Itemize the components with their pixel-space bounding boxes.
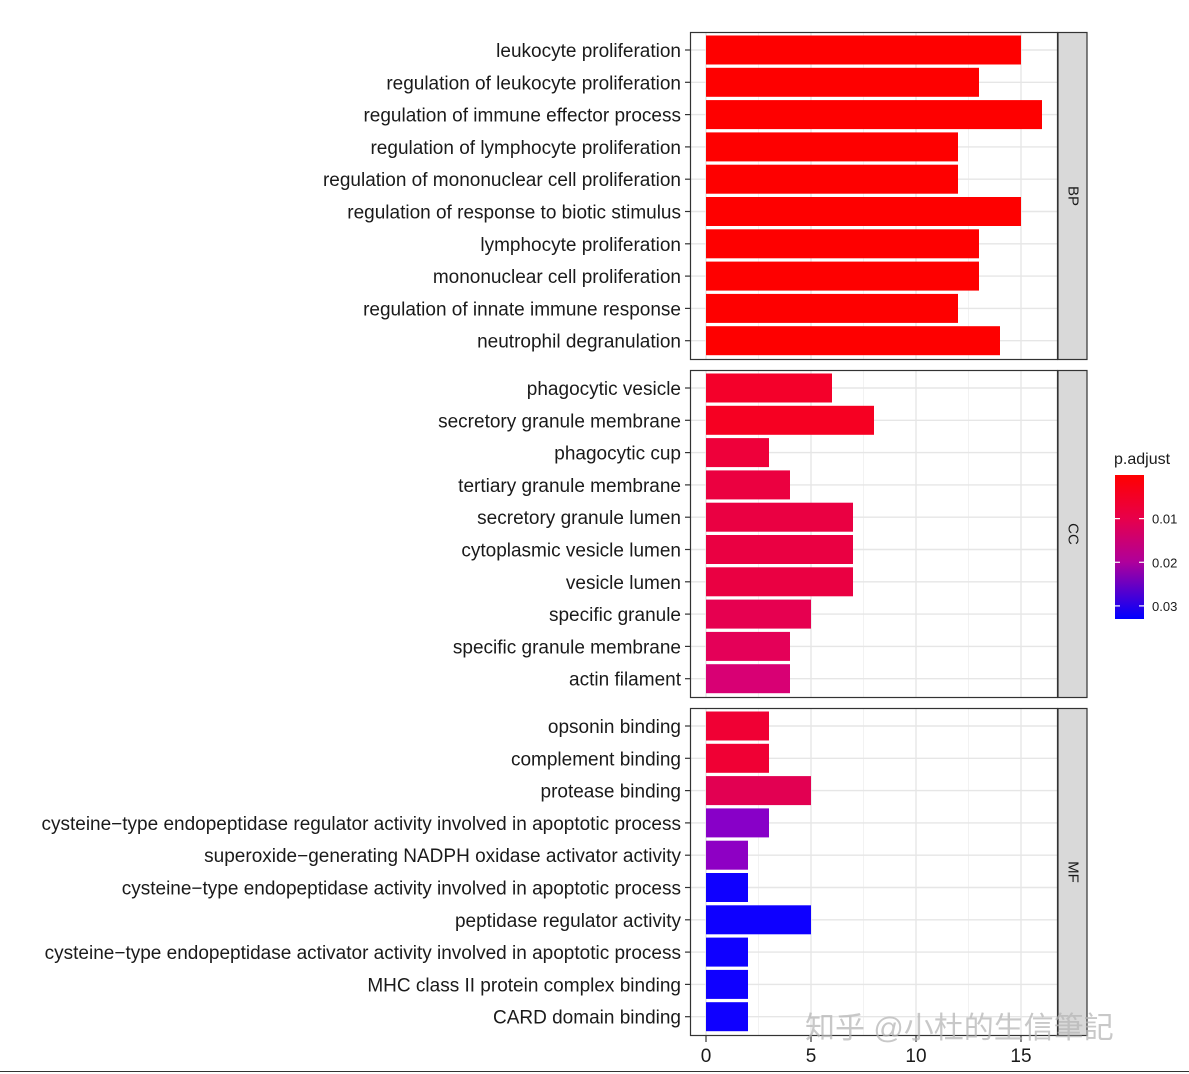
facet-panel-bp: leukocyte proliferation regulation of leu… xyxy=(323,31,1088,361)
category-label: regulation of immune effector process xyxy=(363,106,681,127)
bar xyxy=(706,293,958,323)
facet-strip-label: CC xyxy=(1065,523,1082,545)
bar xyxy=(706,132,958,162)
bar xyxy=(706,164,958,194)
bar xyxy=(706,840,748,870)
bar xyxy=(706,1002,748,1032)
x-tick-label: 0 xyxy=(701,1046,712,1067)
bar xyxy=(706,438,769,468)
category-label: leukocyte proliferation xyxy=(496,41,681,62)
category-label: mononuclear cell proliferation xyxy=(433,267,681,288)
bar xyxy=(706,229,979,259)
category-label: cytoplasmic vesicle lumen xyxy=(461,541,681,562)
bar xyxy=(706,373,832,403)
bar xyxy=(706,808,769,838)
category-label: specific granule membrane xyxy=(453,637,681,658)
bar xyxy=(706,261,979,291)
legend-tick-label: 0.02 xyxy=(1152,555,1177,570)
legend-ticks: 0.01 0.02 0.03 xyxy=(1115,512,1177,614)
color-legend: p.adjust 0.01 0.02 0.03 xyxy=(1114,451,1177,619)
bar xyxy=(706,405,874,435)
legend-title: p.adjust xyxy=(1114,451,1171,468)
bar xyxy=(706,599,811,629)
bar xyxy=(706,937,748,967)
bar xyxy=(706,905,811,935)
bar xyxy=(706,67,979,97)
category-label: regulation of innate immune response xyxy=(363,299,681,320)
category-label: tertiary granule membrane xyxy=(458,476,681,497)
category-label: secretory granule membrane xyxy=(438,411,681,432)
category-label: vesicle lumen xyxy=(566,573,681,594)
category-label: regulation of mononuclear cell prolifera… xyxy=(323,170,681,191)
facet-panel-mf: opsonin binding complement binding proteas… xyxy=(41,707,1088,1037)
category-label: neutrophil degranulation xyxy=(477,332,681,353)
bar xyxy=(706,35,1021,65)
x-tick-label: 15 xyxy=(1010,1046,1031,1067)
bar xyxy=(706,631,790,661)
category-label: actin filament xyxy=(569,670,682,691)
legend-tick-label: 0.01 xyxy=(1152,512,1177,527)
facet-strip xyxy=(1057,369,1088,699)
bar xyxy=(706,969,748,999)
bar xyxy=(706,100,1042,130)
facet-panels: leukocyte proliferation regulation of leu… xyxy=(41,31,1088,1037)
category-label: secretory granule lumen xyxy=(477,508,681,529)
facet-strip xyxy=(1057,31,1088,361)
category-label: phagocytic vesicle xyxy=(527,379,681,400)
category-label: opsonin binding xyxy=(548,717,681,738)
bar xyxy=(706,711,769,741)
bar xyxy=(706,535,853,564)
legend-tick-label: 0.03 xyxy=(1152,599,1177,614)
category-label: superoxide−generating NADPH oxidase acti… xyxy=(204,846,681,867)
category-label: cysteine−type endopeptidase regulator ac… xyxy=(41,814,681,835)
facet-strip-label: MF xyxy=(1065,861,1082,883)
category-label: regulation of response to biotic stimulu… xyxy=(347,203,681,224)
watermark: 知乎 @小杜的生信筆記 xyxy=(805,1012,1114,1045)
category-label: lymphocyte proliferation xyxy=(480,235,681,256)
bar xyxy=(706,664,790,694)
facet-panel-cc: phagocytic vesicle secretory granule memb… xyxy=(438,369,1088,699)
bar xyxy=(706,326,1000,356)
bar xyxy=(706,197,1021,226)
bar xyxy=(706,776,811,806)
bar xyxy=(706,567,853,597)
category-label: peptidase regulator activity xyxy=(455,911,682,932)
category-label: complement binding xyxy=(511,749,681,770)
bar xyxy=(706,873,748,902)
bar xyxy=(706,743,769,773)
category-label: phagocytic cup xyxy=(554,444,681,465)
category-label: regulation of lymphocyte proliferation xyxy=(370,138,681,159)
x-tick-label: 10 xyxy=(905,1046,926,1067)
category-label: protease binding xyxy=(541,782,682,803)
category-label: MHC class II protein complex binding xyxy=(367,975,681,996)
bar xyxy=(706,470,790,500)
bar xyxy=(706,502,853,532)
category-label: cysteine−type endopeptidase activity inv… xyxy=(122,879,681,900)
legend-colorbar xyxy=(1115,475,1144,619)
category-label: regulation of leukocyte proliferation xyxy=(386,73,681,94)
x-tick-label: 5 xyxy=(806,1046,817,1067)
category-label: cysteine−type endopeptidase activator ac… xyxy=(45,943,681,964)
category-label: specific granule xyxy=(549,605,681,626)
category-label: CARD domain binding xyxy=(493,1008,681,1029)
facet-strip-label: BP xyxy=(1065,186,1082,206)
x-axis: 0 5 10 15 xyxy=(701,1036,1032,1067)
facet-strip xyxy=(1057,707,1088,1037)
